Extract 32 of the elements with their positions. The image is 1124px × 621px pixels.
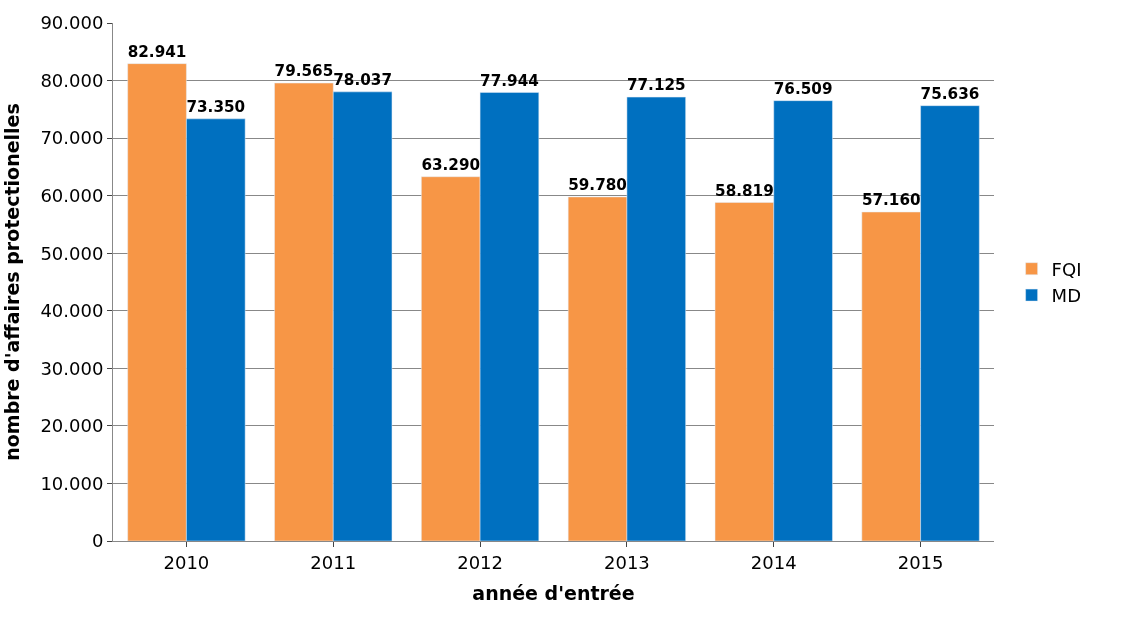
y-tick-label: 70.000 [40,127,104,149]
x-tick-label: 2013 [604,551,650,573]
data-label: 77.944 [480,71,539,90]
data-label: 79.565 [274,62,334,81]
legend-label: FQI [1051,258,1082,280]
y-tick-label: 40.000 [40,300,104,322]
data-label: 76.509 [773,79,833,98]
data-label: 58.819 [715,181,774,200]
data-label: 57.160 [861,191,921,210]
data-label: 73.350 [186,98,246,117]
data-label: 63.290 [421,155,481,174]
x-tick-label: 2010 [163,551,210,573]
x-tick-label: 2014 [750,551,797,573]
y-tick-label: 20.000 [40,415,104,437]
y-tick-label: 50.000 [40,242,104,264]
y-tick-label: 80.000 [40,69,104,91]
x-tick-label: 2011 [310,551,357,573]
x-axis-title: année d'entrée [472,582,635,605]
y-tick-label: 60.000 [40,184,104,206]
y-tick-label: 90.000 [40,12,104,34]
legend-label: MD [1051,285,1082,307]
y-tick-label: 10.000 [40,472,104,494]
data-label: 59.780 [568,176,627,195]
data-label: 77.125 [626,76,686,95]
y-tick-label: 30.000 [40,357,104,379]
data-label: 78.037 [333,71,392,90]
data-label: 82.941 [127,42,187,61]
x-tick-label: 2015 [897,551,944,573]
y-axis-title: nombre d'affaires protectionelles [1,103,24,461]
y-tick-label: 0 [91,530,104,552]
x-tick-label: 2012 [457,551,503,573]
data-label: 75.636 [920,84,980,103]
